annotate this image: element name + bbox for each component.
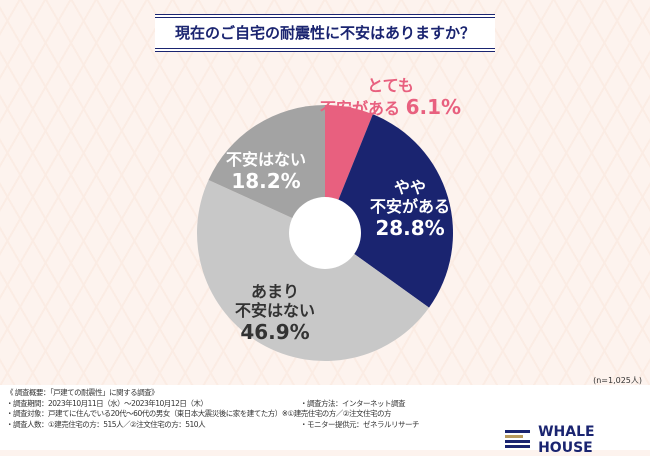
label-not-anxious: 不安はない 18.2% — [226, 150, 307, 194]
brand-logo: WHALE HOUSE — [505, 424, 650, 456]
survey-notes-right: ・調査方法：インターネット調査 ・モニター提供元：ゼネラルリサーチ — [300, 398, 420, 429]
pie-center-hole — [289, 197, 361, 269]
brand-name: WHALE HOUSE — [538, 424, 595, 456]
chart-title: 現在のご自宅の耐震性に不安はありますか？ — [155, 14, 495, 52]
survey-notes: 《 調査概要：「戸建ての耐震性」に関する調査》 ・調査期間：2023年10月11日… — [6, 388, 391, 429]
whale-house-logo-icon — [505, 430, 531, 448]
footer — [0, 385, 650, 450]
pie-slice-1 — [325, 114, 453, 308]
sample-size: (n=1,025人) — [593, 376, 642, 385]
label-very-anxious: とても 不安がある 6.1% — [320, 76, 462, 120]
label-somewhat-anxious: やや 不安がある 28.8% — [370, 178, 451, 241]
pie-slice-3 — [208, 105, 325, 233]
pie-slice-2 — [196, 179, 430, 361]
label-not-very-anxious: あまり 不安はない 46.9% — [235, 282, 316, 345]
